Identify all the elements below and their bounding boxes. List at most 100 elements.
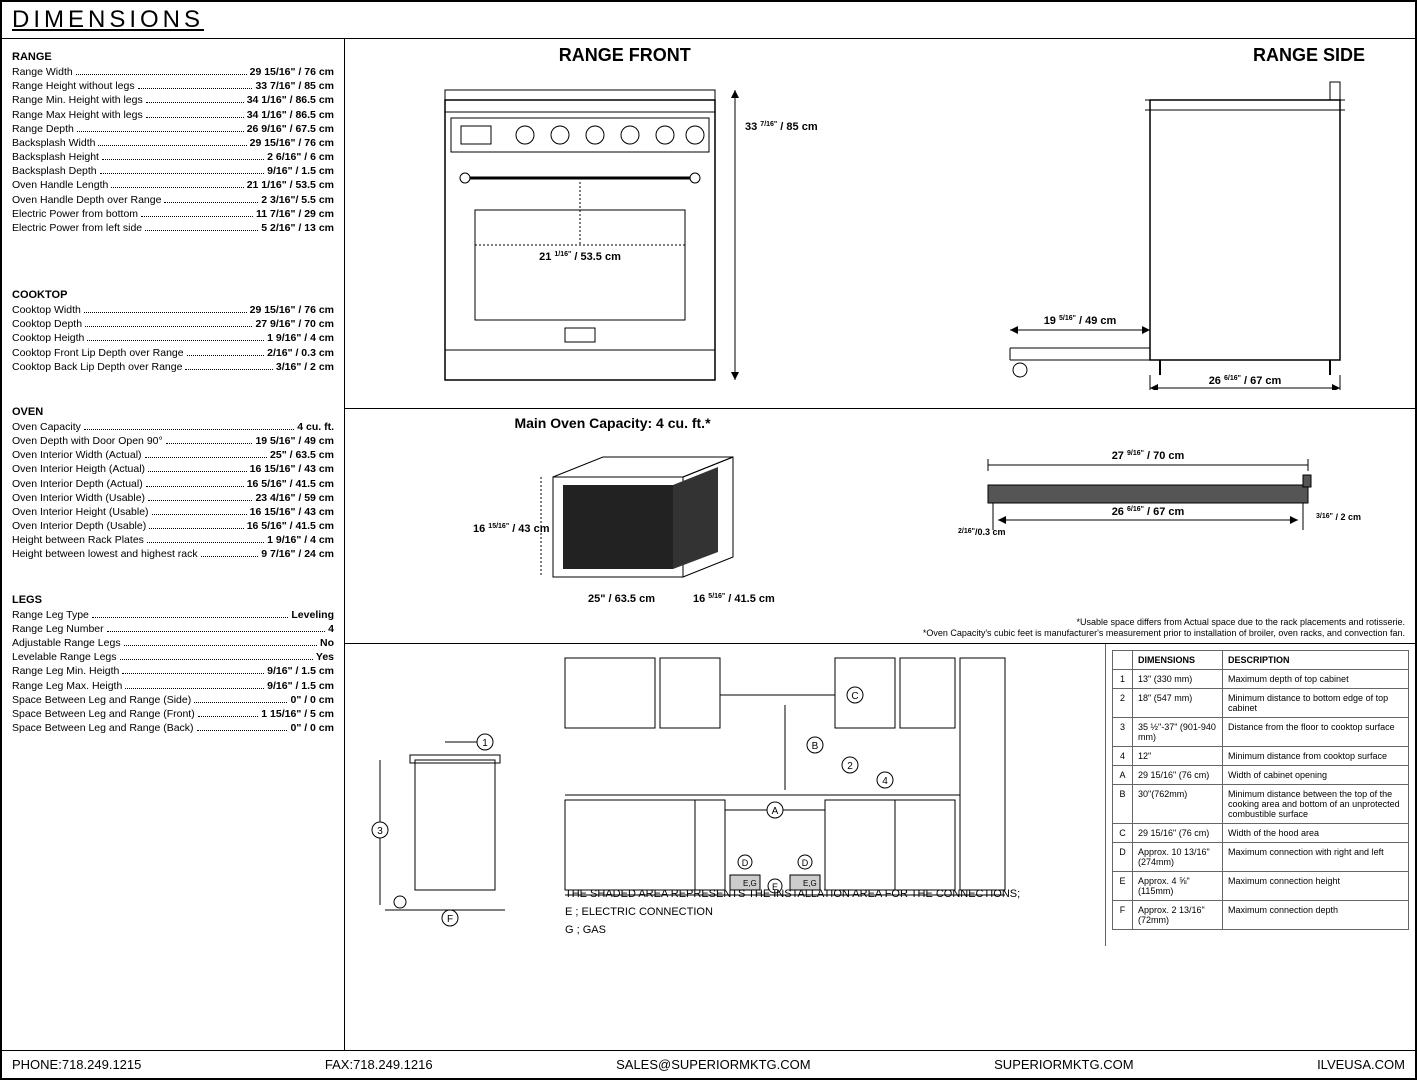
spec-value: 2/16" / 0.3 cm (267, 346, 334, 360)
spec-row: Backsplash Depth9/16" / 1.5 cm (12, 164, 334, 178)
spec-row: Oven Interior Heigth (Actual) 16 15/16" /… (12, 462, 334, 476)
cooktop-title: COOKTOP (12, 289, 334, 301)
table-header: DIMENSIONS (1133, 651, 1223, 670)
footer-phone: PHONE:718.249.1215 (12, 1057, 141, 1072)
spec-row: Oven Interior Width (Usable)23 4/16" / 5… (12, 491, 334, 505)
spec-value: Yes (316, 650, 334, 664)
cooktop-back-label: 3/16" / 2 cm (1316, 512, 1361, 522)
spec-label: Oven Interior Depth (Usable) (12, 519, 146, 533)
footer-fax: FAX:718.249.1216 (325, 1057, 433, 1072)
table-cell: E (1113, 872, 1133, 901)
spec-label: Range Leg Max. Heigth (12, 679, 122, 693)
spec-value: 11 7/16" / 29 cm (256, 207, 334, 221)
table-cell: D (1113, 843, 1133, 872)
table-cell: Maximum depth of top cabinet (1223, 670, 1409, 689)
spec-dots (92, 617, 289, 618)
spec-label: Backsplash Depth (12, 164, 97, 178)
spec-value: 9 7/16" / 24 cm (261, 547, 334, 561)
spec-label: Oven Interior Heigth (Actual) (12, 462, 145, 476)
spec-dots (148, 500, 252, 501)
spec-value: 4 cu. ft. (297, 420, 334, 434)
cooktop-section: COOKTOP Cooktop Width29 15/16" / 76 cmCo… (12, 285, 334, 374)
spec-dots (111, 187, 243, 188)
cooktop-front-label: 2/16"/0.3 cm (958, 527, 1005, 537)
range-front-diagram: 21 1/16" / 53.5 cm 33 7/16" / 85 cm (405, 70, 845, 390)
table-row: 113" (330 mm)Maximum depth of top cabine… (1113, 670, 1409, 689)
spec-row: Range Max Height with legs 34 1/16" / 86.… (12, 108, 334, 122)
spec-row: Levelable Range LegsYes (12, 650, 334, 664)
spec-value: 0" / 0 cm (290, 721, 334, 735)
door-depth-label: 19 5/16" / 49 cm (1043, 315, 1116, 327)
range-section: RANGE Range Width29 15/16" / 76 cmRange … (12, 47, 334, 235)
spec-label: Range Max Height with legs (12, 108, 143, 122)
top-diagram-panel: RANGE FRONT (345, 39, 1415, 409)
svg-text:A: A (772, 806, 779, 817)
spec-label: Range Height without legs (12, 79, 135, 93)
spec-label: Oven Handle Length (12, 178, 108, 192)
oven-diagram: 16 15/16" / 43 cm 25" / 63.5 cm 16 5/16"… (433, 437, 793, 617)
table-row: FApprox. 2 13/16" (72mm)Maximum connecti… (1113, 901, 1409, 930)
table-cell: Approx. 4 ⅝" (115mm) (1133, 872, 1223, 901)
table-header: DESCRIPTION (1223, 651, 1409, 670)
cooktop-side-diagram: 27 9/16" / 70 cm 26 6/16" / 67 cm (908, 415, 1388, 595)
table-cell: 12" (1133, 747, 1223, 766)
spec-value: 33 7/16" / 85 cm (255, 79, 334, 93)
spec-value: 26 9/16" / 67.5 cm (247, 122, 334, 136)
range-front-block: RANGE FRONT (345, 39, 905, 408)
spec-dots (84, 312, 247, 313)
spec-row: Oven Interior Depth (Usable)16 5/16" / 4… (12, 519, 334, 533)
table-cell: 4 (1113, 747, 1133, 766)
spec-dots (87, 340, 264, 341)
spec-value: 0" / 0 cm (290, 693, 334, 707)
spec-label: Space Between Leg and Range (Back) (12, 721, 194, 735)
spec-value: Leveling (291, 608, 334, 622)
header: DIMENSIONS (2, 2, 1415, 39)
spec-dots (138, 88, 253, 89)
body: RANGE Range Width29 15/16" / 76 cmRange … (2, 39, 1415, 1050)
mid-diagram-panel: Main Oven Capacity: 4 cu. ft.* 16 15/16"… (345, 409, 1415, 644)
spec-value: 29 15/16" / 76 cm (250, 303, 334, 317)
oven-capacity-title: Main Oven Capacity: 4 cu. ft.* (355, 415, 870, 431)
spec-value: 1 9/16" / 4 cm (267, 533, 334, 547)
oven-h-label: 16 15/16" / 43 cm (473, 523, 550, 535)
legs-section: LEGS Range Leg TypeLevelingRange Leg Num… (12, 590, 334, 736)
spec-row: Range Min. Height with legs34 1/16" / 86… (12, 93, 334, 107)
spec-dots (198, 716, 259, 717)
spec-dots (76, 74, 247, 75)
bottom-panel: 3 1 F (345, 644, 1415, 946)
range-side-title: RANGE SIDE (915, 45, 1405, 66)
install-caption-3: G ; GAS (565, 924, 1020, 936)
table-cell: 3 (1113, 718, 1133, 747)
spec-label: Backsplash Height (12, 150, 99, 164)
mid-footnotes: *Usable space differs from Actual space … (923, 617, 1405, 639)
spec-label: Range Leg Min. Heigth (12, 664, 119, 678)
table-header (1113, 651, 1133, 670)
spec-row: Oven Handle Depth over Range2 3/16"/ 5.5… (12, 193, 334, 207)
spec-dots (148, 471, 247, 472)
table-cell: Width of cabinet opening (1223, 766, 1409, 785)
cooktop-top-label: 27 9/16" / 70 cm (1111, 450, 1184, 462)
footer-email: SALES@SUPERIORMKTG.COM (616, 1057, 811, 1072)
spec-dots (77, 131, 244, 132)
spec-row: Oven Interior Depth (Actual)16 5/16" / 4… (12, 477, 334, 491)
svg-text:D: D (802, 858, 809, 868)
spec-row: Cooktop Depth27 9/16" / 70 cm (12, 317, 334, 331)
spec-value: 1 9/16" / 4 cm (267, 331, 334, 345)
spec-sheet: DIMENSIONS RANGE Range Width29 15/16" / … (0, 0, 1417, 1080)
spec-label: Range Min. Height with legs (12, 93, 143, 107)
spec-value: 25" / 63.5 cm (270, 448, 334, 462)
install-diagram-block: 3 1 F (345, 644, 1105, 946)
spec-value: No (320, 636, 334, 650)
table-row: 412"Minimum distance from cooktop surfac… (1113, 747, 1409, 766)
table-cell: B (1113, 785, 1133, 824)
legs-title: LEGS (12, 594, 334, 606)
table-row: DApprox. 10 13/16" (274mm)Maximum connec… (1113, 843, 1409, 872)
spec-value: 16 15/16" / 43 cm (250, 462, 334, 476)
oven-w-label: 25" / 63.5 cm (588, 593, 655, 605)
spec-value: 5 2/16" / 13 cm (261, 221, 334, 235)
spec-value: 4 (328, 622, 334, 636)
spec-dots (141, 216, 253, 217)
oven-title: OVEN (12, 406, 334, 418)
footnote-2: *Oven Capacity's cubic feet is manufactu… (923, 628, 1405, 639)
spec-value: 34 1/16" / 86.5 cm (247, 108, 334, 122)
